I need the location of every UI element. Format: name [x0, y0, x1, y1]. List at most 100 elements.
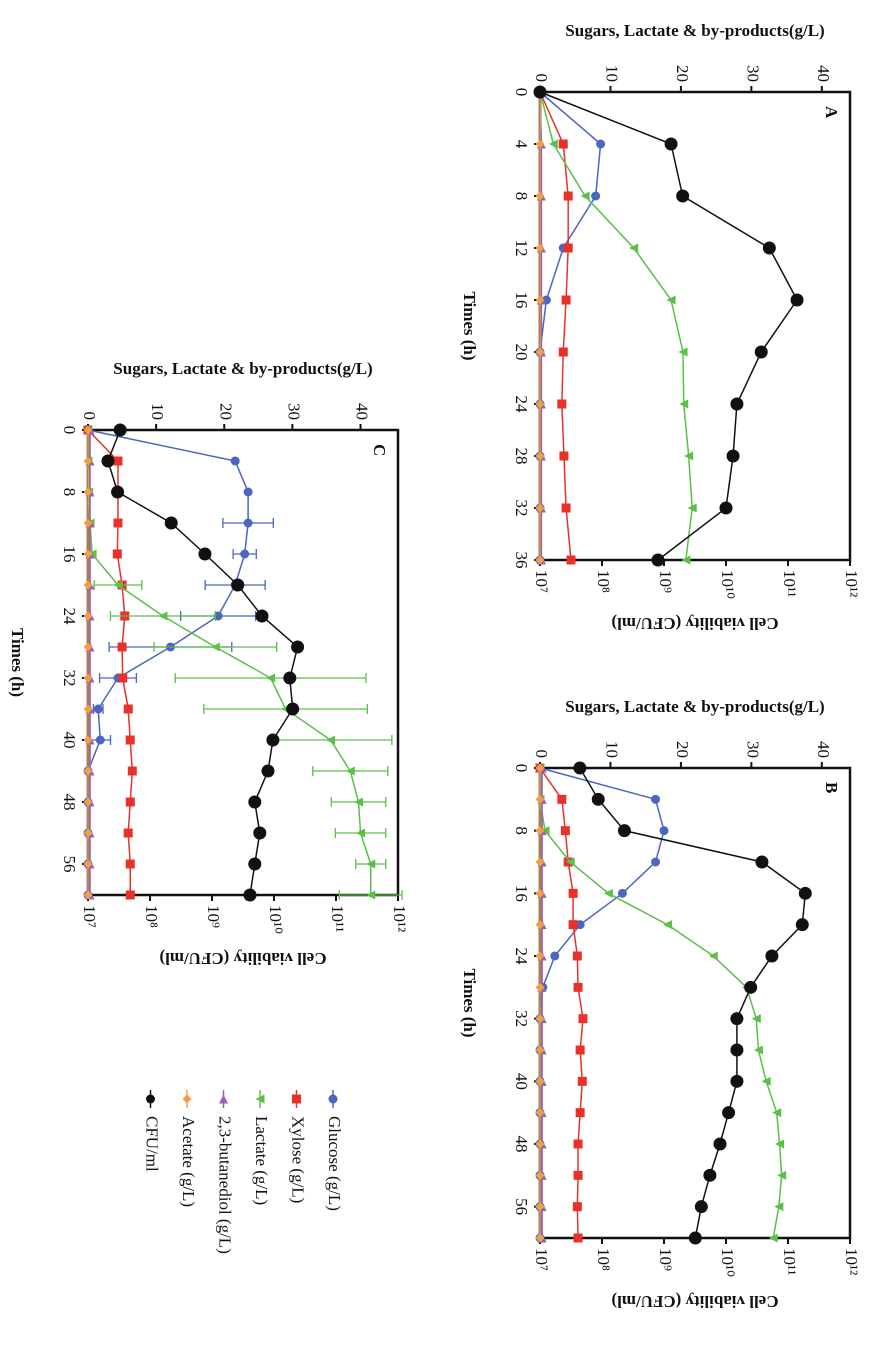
y2-tick-label: 10¹¹	[780, 1248, 799, 1275]
y2-tick-label: 10¹²	[842, 1248, 861, 1275]
x-tick-label: 4	[512, 140, 531, 149]
marker	[618, 889, 627, 898]
marker	[253, 827, 266, 840]
marker	[101, 455, 114, 468]
x-tick-label: 24	[60, 608, 79, 626]
y2-tick-label: 10¹⁰	[266, 905, 285, 934]
y2-tick-label: 10⁹	[204, 905, 223, 928]
marker	[94, 705, 103, 714]
x-tick-label: 16	[512, 292, 531, 309]
x-tick-label: 40	[60, 732, 79, 749]
marker	[559, 348, 568, 357]
y2-axis-title: Cell viability (CFU/ml)	[611, 1292, 778, 1311]
marker	[96, 736, 105, 745]
figure: 0481216202428323601020304010⁷10⁸10⁹10¹⁰1…	[0, 0, 894, 1353]
marker	[261, 765, 274, 778]
marker	[534, 86, 547, 99]
y-tick-label: 40	[814, 65, 833, 82]
marker	[676, 190, 689, 203]
marker	[124, 829, 133, 838]
marker	[618, 824, 631, 837]
y-axis-title: Sugars, Lactate & by-products(g/L)	[565, 697, 824, 716]
marker	[567, 556, 576, 565]
marker	[564, 244, 573, 253]
marker	[118, 643, 127, 652]
x-axis-title: Times (h)	[460, 291, 479, 360]
marker	[755, 856, 768, 869]
marker	[763, 242, 776, 255]
x-tick-label: 56	[512, 1198, 531, 1215]
marker	[266, 734, 279, 747]
x-tick-label: 32	[60, 670, 79, 687]
marker	[576, 1046, 585, 1055]
y2-tick-label: 10⁷	[80, 905, 99, 928]
y2-tick-label: 10⁹	[656, 1248, 675, 1271]
y2-tick-label: 10⁸	[142, 905, 161, 928]
y2-tick-label: 10⁸	[594, 1248, 613, 1271]
marker	[569, 920, 578, 929]
marker	[255, 610, 268, 623]
y-tick-label: 30	[284, 403, 303, 420]
marker	[559, 140, 568, 149]
y-tick-label: 0	[80, 412, 99, 421]
marker	[248, 858, 261, 871]
y-axis-title: Sugars, Lactate & by-products(g/L)	[565, 21, 824, 40]
y-axis-title: Sugars, Lactate & by-products(g/L)	[113, 359, 372, 378]
marker	[564, 192, 573, 201]
legend-label: Xylose (g/L)	[289, 1116, 308, 1203]
panel-label: A	[822, 106, 841, 119]
marker	[128, 767, 137, 776]
x-tick-label: 16	[512, 885, 531, 902]
y2-tick-label: 10¹²	[390, 905, 409, 932]
marker	[126, 860, 135, 869]
y-tick-label: 20	[216, 403, 235, 420]
marker	[231, 579, 244, 592]
marker	[651, 554, 664, 567]
marker	[244, 488, 253, 497]
x-tick-label: 0	[512, 764, 531, 773]
x-tick-label: 28	[512, 448, 531, 465]
x-tick-label: 48	[512, 1136, 531, 1153]
marker	[689, 1232, 702, 1245]
background	[0, 0, 894, 1353]
x-tick-label: 56	[60, 856, 79, 873]
marker	[283, 672, 296, 685]
y2-tick-label: 10⁹	[656, 570, 675, 593]
marker	[720, 502, 733, 515]
marker	[562, 504, 571, 513]
marker	[727, 450, 740, 463]
y-tick-label: 0	[532, 750, 551, 759]
marker	[248, 796, 261, 809]
y2-tick-label: 10⁷	[532, 1248, 551, 1271]
marker	[578, 1077, 587, 1086]
marker	[765, 950, 778, 963]
marker	[561, 826, 570, 835]
y2-tick-label: 10¹¹	[328, 905, 347, 932]
marker	[124, 705, 133, 714]
marker	[591, 192, 600, 201]
marker	[713, 1138, 726, 1151]
marker	[574, 1171, 583, 1180]
marker	[244, 519, 253, 528]
marker	[573, 952, 582, 961]
x-tick-label: 24	[512, 948, 531, 966]
marker	[596, 140, 605, 149]
marker	[114, 424, 127, 437]
marker	[329, 1095, 338, 1104]
x-tick-label: 12	[512, 240, 531, 257]
marker	[574, 1234, 583, 1243]
marker	[744, 981, 757, 994]
marker	[651, 795, 660, 804]
marker	[574, 1140, 583, 1149]
marker	[243, 889, 256, 902]
x-tick-label: 8	[60, 488, 79, 497]
marker	[651, 858, 660, 867]
marker	[592, 793, 605, 806]
y2-tick-label: 10¹¹	[780, 570, 799, 597]
x-tick-label: 32	[512, 500, 531, 517]
y2-axis-title: Cell viability (CFU/ml)	[611, 614, 778, 633]
x-axis-title: Times (h)	[8, 628, 27, 697]
legend-label: Glucose (g/L)	[325, 1116, 344, 1211]
marker	[557, 400, 566, 409]
x-tick-label: 20	[512, 344, 531, 361]
